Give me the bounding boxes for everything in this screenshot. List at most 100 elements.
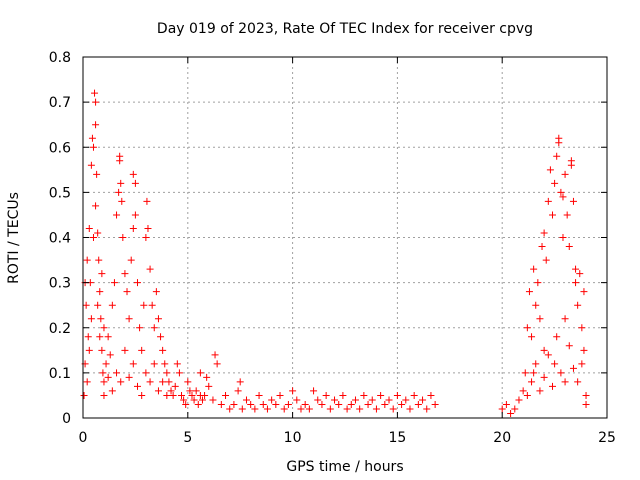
data-point: [423, 405, 431, 413]
data-point: [331, 396, 339, 404]
data-point: [557, 188, 565, 196]
data-point: [356, 405, 364, 413]
x-axis-label: GPS time / hours: [286, 459, 403, 475]
data-point: [118, 197, 126, 205]
data-point: [117, 378, 125, 386]
data-point: [230, 400, 238, 408]
data-point: [190, 396, 198, 404]
y-axis-label: ROTI / TECUs: [6, 192, 22, 284]
data-point: [93, 170, 101, 178]
data-point: [534, 279, 542, 287]
data-point: [163, 369, 171, 377]
data-point: [314, 396, 322, 404]
data-point: [406, 405, 414, 413]
data-point: [301, 400, 309, 408]
data-point: [538, 243, 546, 251]
data-point: [542, 256, 550, 264]
data-point: [563, 211, 571, 219]
data-point: [530, 369, 538, 377]
data-point: [561, 315, 569, 323]
data-point: [259, 400, 267, 408]
data-point: [110, 279, 118, 287]
data-point: [310, 387, 318, 395]
data-point: [419, 396, 427, 404]
data-point: [121, 270, 129, 278]
data-point: [561, 170, 569, 178]
data-point: [98, 270, 106, 278]
data-point: [92, 98, 100, 106]
data-point: [255, 391, 263, 399]
data-point: [171, 382, 179, 390]
data-point: [165, 378, 173, 386]
data-point: [113, 369, 121, 377]
data-point: [133, 382, 141, 390]
data-point: [293, 396, 301, 404]
data-point: [251, 405, 259, 413]
data-point: [104, 333, 112, 341]
data-point: [194, 400, 202, 408]
data-point: [143, 197, 151, 205]
data-point: [284, 400, 292, 408]
data-point: [188, 391, 196, 399]
data-point: [226, 405, 234, 413]
x-tick-label: 25: [598, 430, 616, 446]
data-point: [119, 234, 127, 241]
data-point: [129, 170, 137, 178]
data-point: [213, 360, 221, 368]
data-point: [582, 400, 590, 408]
data-point: [393, 391, 401, 399]
data-point: [343, 405, 351, 413]
data-point: [528, 333, 536, 341]
data-point: [87, 315, 95, 323]
data-point: [335, 400, 343, 408]
data-point: [84, 333, 92, 341]
y-tick-label: 0.3: [49, 276, 71, 292]
x-tick-label: 5: [183, 430, 192, 446]
data-point: [318, 400, 326, 408]
data-point: [565, 243, 573, 251]
data-point: [83, 378, 91, 386]
data-point: [95, 256, 103, 264]
data-point: [546, 166, 554, 174]
data-point: [211, 351, 219, 359]
grid: [83, 57, 607, 418]
data-point: [100, 324, 108, 332]
data-point: [205, 382, 213, 390]
data-point: [85, 346, 93, 354]
data-point: [104, 373, 112, 381]
data-point: [97, 315, 105, 323]
data-point: [99, 369, 107, 377]
data-point: [540, 373, 548, 381]
data-point: [536, 315, 544, 323]
data-point: [184, 378, 192, 386]
data-point: [92, 121, 100, 129]
data-point: [217, 400, 225, 408]
data-point: [154, 387, 162, 395]
data-point: [234, 387, 242, 395]
data-point: [544, 197, 552, 205]
data-point: [559, 193, 567, 201]
data-point: [268, 396, 276, 404]
data-point: [163, 391, 171, 399]
data-point: [242, 396, 250, 404]
data-point: [182, 400, 190, 408]
data-point: [551, 360, 559, 368]
data-point: [523, 391, 531, 399]
data-point: [198, 396, 206, 404]
data-point: [351, 396, 359, 404]
data-point: [561, 378, 569, 386]
data-point: [289, 387, 297, 395]
data-point: [530, 265, 538, 273]
data-point: [140, 301, 148, 309]
data-point: [389, 405, 397, 413]
data-point: [144, 224, 152, 232]
data-point: [502, 400, 510, 408]
data-point: [142, 369, 150, 377]
data-point: [427, 391, 435, 399]
y-tick-label: 0.1: [49, 366, 71, 382]
data-point: [236, 378, 244, 386]
data-point: [580, 346, 588, 354]
data-point: [398, 400, 406, 408]
data-point: [138, 391, 146, 399]
